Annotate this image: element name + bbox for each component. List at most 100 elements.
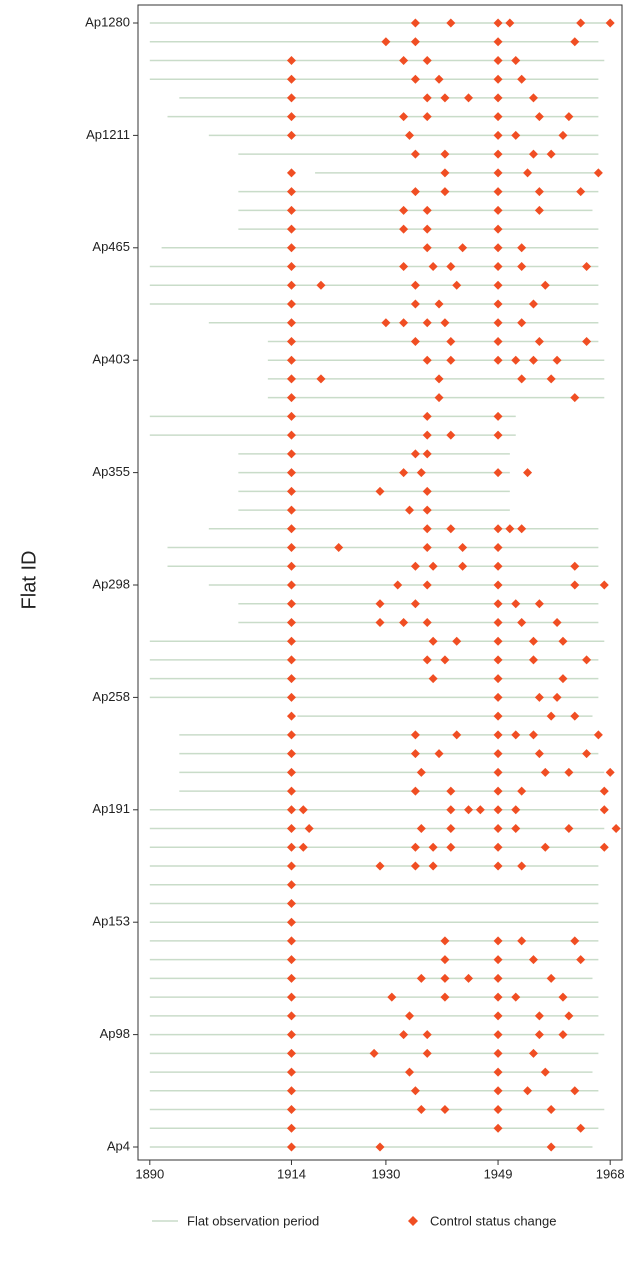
status-change bbox=[446, 786, 456, 796]
status-change bbox=[564, 112, 574, 122]
status-change bbox=[493, 655, 503, 665]
status-change bbox=[511, 130, 521, 140]
status-change bbox=[286, 1086, 296, 1096]
status-change bbox=[422, 449, 432, 459]
status-change bbox=[540, 1067, 550, 1077]
status-change bbox=[540, 767, 550, 777]
status-change bbox=[534, 1011, 544, 1021]
status-change bbox=[493, 711, 503, 721]
status-change bbox=[528, 355, 538, 365]
status-change bbox=[564, 1011, 574, 1021]
status-change bbox=[440, 1105, 450, 1115]
status-change bbox=[493, 318, 503, 328]
status-change bbox=[475, 805, 485, 815]
status-change bbox=[286, 336, 296, 346]
status-change bbox=[410, 1086, 420, 1096]
status-change bbox=[534, 205, 544, 215]
status-change bbox=[528, 955, 538, 965]
status-change bbox=[517, 318, 527, 328]
status-change bbox=[582, 336, 592, 346]
status-change bbox=[464, 973, 474, 983]
status-change bbox=[493, 543, 503, 553]
status-change bbox=[528, 1048, 538, 1058]
status-change bbox=[464, 805, 474, 815]
status-change bbox=[375, 486, 385, 496]
status-change bbox=[410, 599, 420, 609]
status-change bbox=[286, 767, 296, 777]
status-change bbox=[286, 992, 296, 1002]
status-change bbox=[286, 1142, 296, 1152]
status-change bbox=[286, 655, 296, 665]
status-change bbox=[286, 262, 296, 272]
status-change bbox=[286, 805, 296, 815]
status-change bbox=[493, 861, 503, 871]
status-change bbox=[558, 992, 568, 1002]
status-change bbox=[493, 1048, 503, 1058]
status-change bbox=[511, 355, 521, 365]
status-change bbox=[410, 280, 420, 290]
status-change bbox=[540, 280, 550, 290]
status-change bbox=[446, 336, 456, 346]
status-change bbox=[534, 336, 544, 346]
status-change bbox=[517, 243, 527, 253]
status-change bbox=[493, 355, 503, 365]
status-change bbox=[381, 318, 391, 328]
status-change bbox=[493, 1086, 503, 1096]
status-change bbox=[286, 468, 296, 478]
status-change bbox=[410, 749, 420, 759]
legend-label: Flat observation period bbox=[187, 1213, 319, 1228]
status-change bbox=[558, 130, 568, 140]
status-change bbox=[410, 187, 420, 197]
status-change bbox=[286, 299, 296, 309]
status-change bbox=[570, 1086, 580, 1096]
status-change bbox=[564, 824, 574, 834]
status-change bbox=[416, 468, 426, 478]
status-change bbox=[422, 430, 432, 440]
status-change bbox=[410, 730, 420, 740]
status-change bbox=[493, 842, 503, 852]
status-change bbox=[446, 430, 456, 440]
y-tick-label: Ap191 bbox=[92, 801, 130, 816]
status-change bbox=[405, 130, 415, 140]
status-change bbox=[605, 767, 615, 777]
x-tick-label: 1949 bbox=[484, 1166, 513, 1181]
status-change bbox=[428, 861, 438, 871]
status-change bbox=[286, 280, 296, 290]
y-axis-label: Flat ID bbox=[18, 551, 40, 610]
status-change bbox=[493, 561, 503, 571]
status-change bbox=[422, 505, 432, 515]
status-change bbox=[493, 805, 503, 815]
status-change bbox=[493, 955, 503, 965]
status-change bbox=[558, 674, 568, 684]
status-change bbox=[286, 393, 296, 403]
status-change bbox=[493, 205, 503, 215]
status-change bbox=[286, 636, 296, 646]
status-change bbox=[286, 711, 296, 721]
status-change bbox=[440, 655, 450, 665]
status-change bbox=[422, 486, 432, 496]
status-change bbox=[493, 1067, 503, 1077]
status-change bbox=[405, 1011, 415, 1021]
status-change bbox=[611, 824, 621, 834]
status-change bbox=[286, 130, 296, 140]
status-change bbox=[493, 824, 503, 834]
status-change bbox=[428, 842, 438, 852]
legend-label: Control status change bbox=[430, 1213, 556, 1228]
status-change bbox=[523, 1086, 533, 1096]
y-tick-label: Ap1280 bbox=[85, 14, 130, 29]
y-tick-label: Ap298 bbox=[92, 576, 130, 591]
status-change bbox=[440, 936, 450, 946]
status-change bbox=[493, 786, 503, 796]
status-change bbox=[422, 55, 432, 65]
status-change bbox=[286, 561, 296, 571]
status-change bbox=[452, 280, 462, 290]
y-tick-label: Ap153 bbox=[92, 914, 130, 929]
status-change bbox=[286, 692, 296, 702]
status-change bbox=[546, 711, 556, 721]
status-change bbox=[304, 824, 314, 834]
status-change bbox=[399, 262, 409, 272]
status-change bbox=[434, 749, 444, 759]
status-change bbox=[493, 37, 503, 47]
status-change bbox=[493, 262, 503, 272]
status-change bbox=[493, 112, 503, 122]
